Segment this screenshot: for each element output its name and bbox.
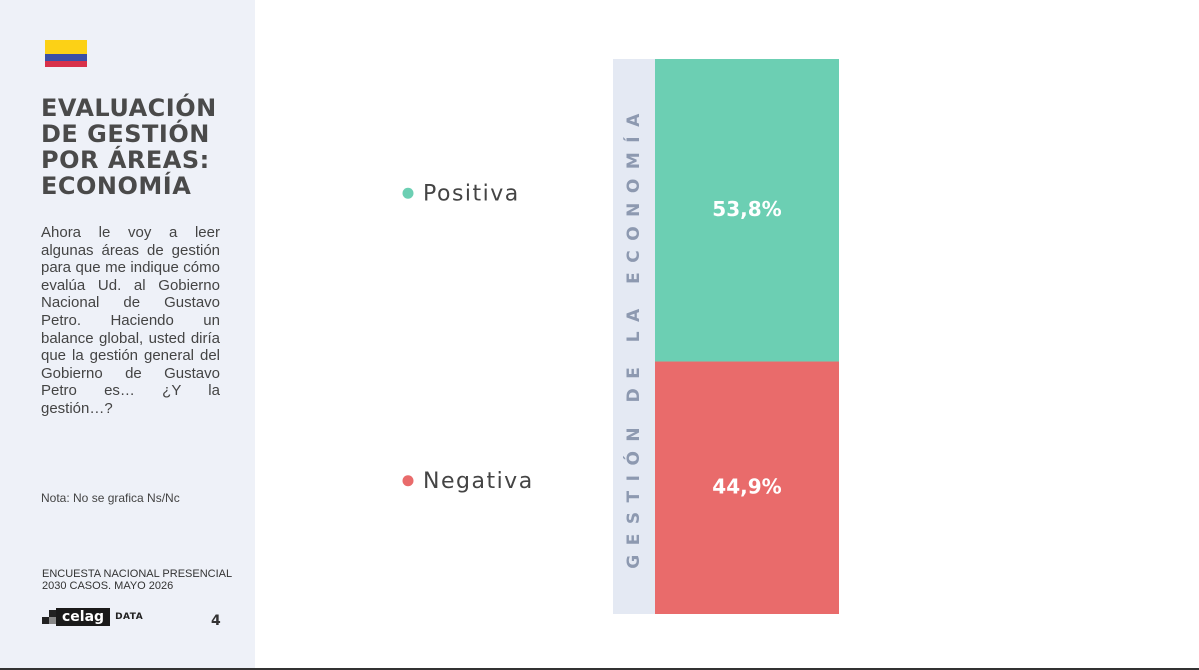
legend-marker	[402, 475, 414, 487]
legend-label: Negativa	[423, 469, 534, 494]
logo-text: celag	[56, 607, 111, 626]
legend-marker	[402, 187, 414, 199]
category-band	[613, 59, 655, 614]
logo-icon	[42, 610, 56, 624]
value-label: 44,9%	[712, 474, 781, 498]
note: Nota: No se grafica Ns/Nc	[41, 491, 180, 505]
legend-label: Positiva	[423, 181, 520, 206]
logo-suffix: DATA	[115, 611, 144, 622]
description: Ahora le voy a leer algunas áreas de ges…	[41, 224, 220, 417]
bar-segment	[655, 361, 839, 614]
chart: GESTIÓN DE LA ECONOMÍA 53,8% Positiva 44,9%…	[402, 59, 839, 614]
logo: celag DATA	[42, 606, 143, 627]
side-panel: EVALUACIÓN DE GESTIÓN POR ÁREAS: ECONOMÍ…	[0, 0, 255, 668]
flag	[45, 40, 87, 67]
sample: 2030 CASOS. MAYO 2026	[42, 580, 174, 592]
page-number: 4	[211, 613, 221, 629]
value-label: 53,8%	[712, 197, 781, 221]
category-label: GESTIÓN DE LA ECONOMÍA	[622, 104, 644, 569]
bottom-line	[0, 668, 1199, 670]
survey: ENCUESTA NACIONAL PRESENCIAL	[42, 568, 233, 580]
title: EVALUACIÓN DE GESTIÓN POR ÁREAS: ECONOMÍ…	[41, 94, 217, 200]
bar-segment	[655, 59, 839, 362]
